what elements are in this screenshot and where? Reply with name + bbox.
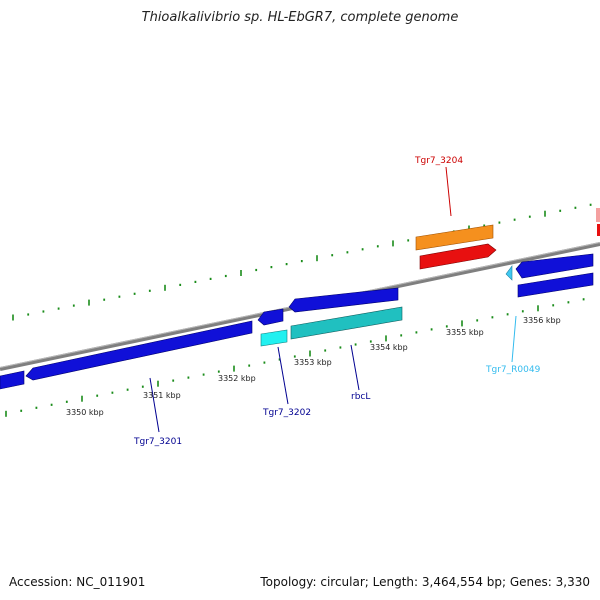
gene-blue-right-lower[interactable]	[517, 272, 594, 298]
scale-label: 3352 kbp	[218, 374, 256, 383]
genome-summary-text: Topology: circular; Length: 3,464,554 bp…	[260, 575, 590, 589]
scale-label: 3354 kbp	[370, 343, 408, 352]
leader-tgr7-3202	[277, 346, 289, 405]
gene-red-edge[interactable]	[597, 224, 600, 236]
scale-label: 3355 kbp	[446, 328, 484, 337]
leader-tgr7-3201	[149, 377, 160, 433]
gene-pink-edge[interactable]	[596, 208, 600, 222]
gene-blue-small[interactable]	[257, 308, 284, 326]
accession-text: Accession: NC_011901	[9, 575, 146, 589]
scale-label: 3350 kbp	[66, 408, 104, 417]
label-tgr7-3204: Tgr7_3204	[414, 156, 463, 166]
label-tgr7-3201: Tgr7_3201	[133, 437, 182, 447]
leader-tgr7-3204	[445, 166, 452, 217]
gene-blue-right-upper[interactable]	[515, 253, 594, 279]
scale-label: 3351 kbp	[143, 391, 181, 400]
label-rbcl: rbcL	[351, 392, 370, 402]
scale-label: 3353 kbp	[294, 358, 332, 367]
gene-blue-leftmost[interactable]	[0, 370, 25, 390]
genome-title: Thioalkalivibrio sp. HL-EbGR7, complete …	[141, 10, 459, 25]
gene-tgr7-3202[interactable]	[260, 329, 288, 347]
gene-rbcl[interactable]	[290, 306, 403, 340]
label-tgr7-r0049: Tgr7_R0049	[485, 365, 541, 375]
lower-tick-track	[5, 298, 585, 417]
scale-label: 3356 kbp	[523, 316, 561, 325]
gene-tgr7-r0049[interactable]	[505, 265, 513, 281]
gene-orange[interactable]	[415, 224, 494, 251]
upper-tick-track	[12, 203, 592, 321]
leader-tgr7-r0049	[511, 315, 517, 363]
gene-tgr7-3204[interactable]	[419, 243, 497, 270]
label-tgr7-3202: Tgr7_3202	[262, 408, 311, 418]
gene-blue-upper-block[interactable]	[288, 287, 399, 313]
gene-tgr7-3201[interactable]	[25, 320, 253, 381]
leader-rbcl	[350, 344, 360, 391]
